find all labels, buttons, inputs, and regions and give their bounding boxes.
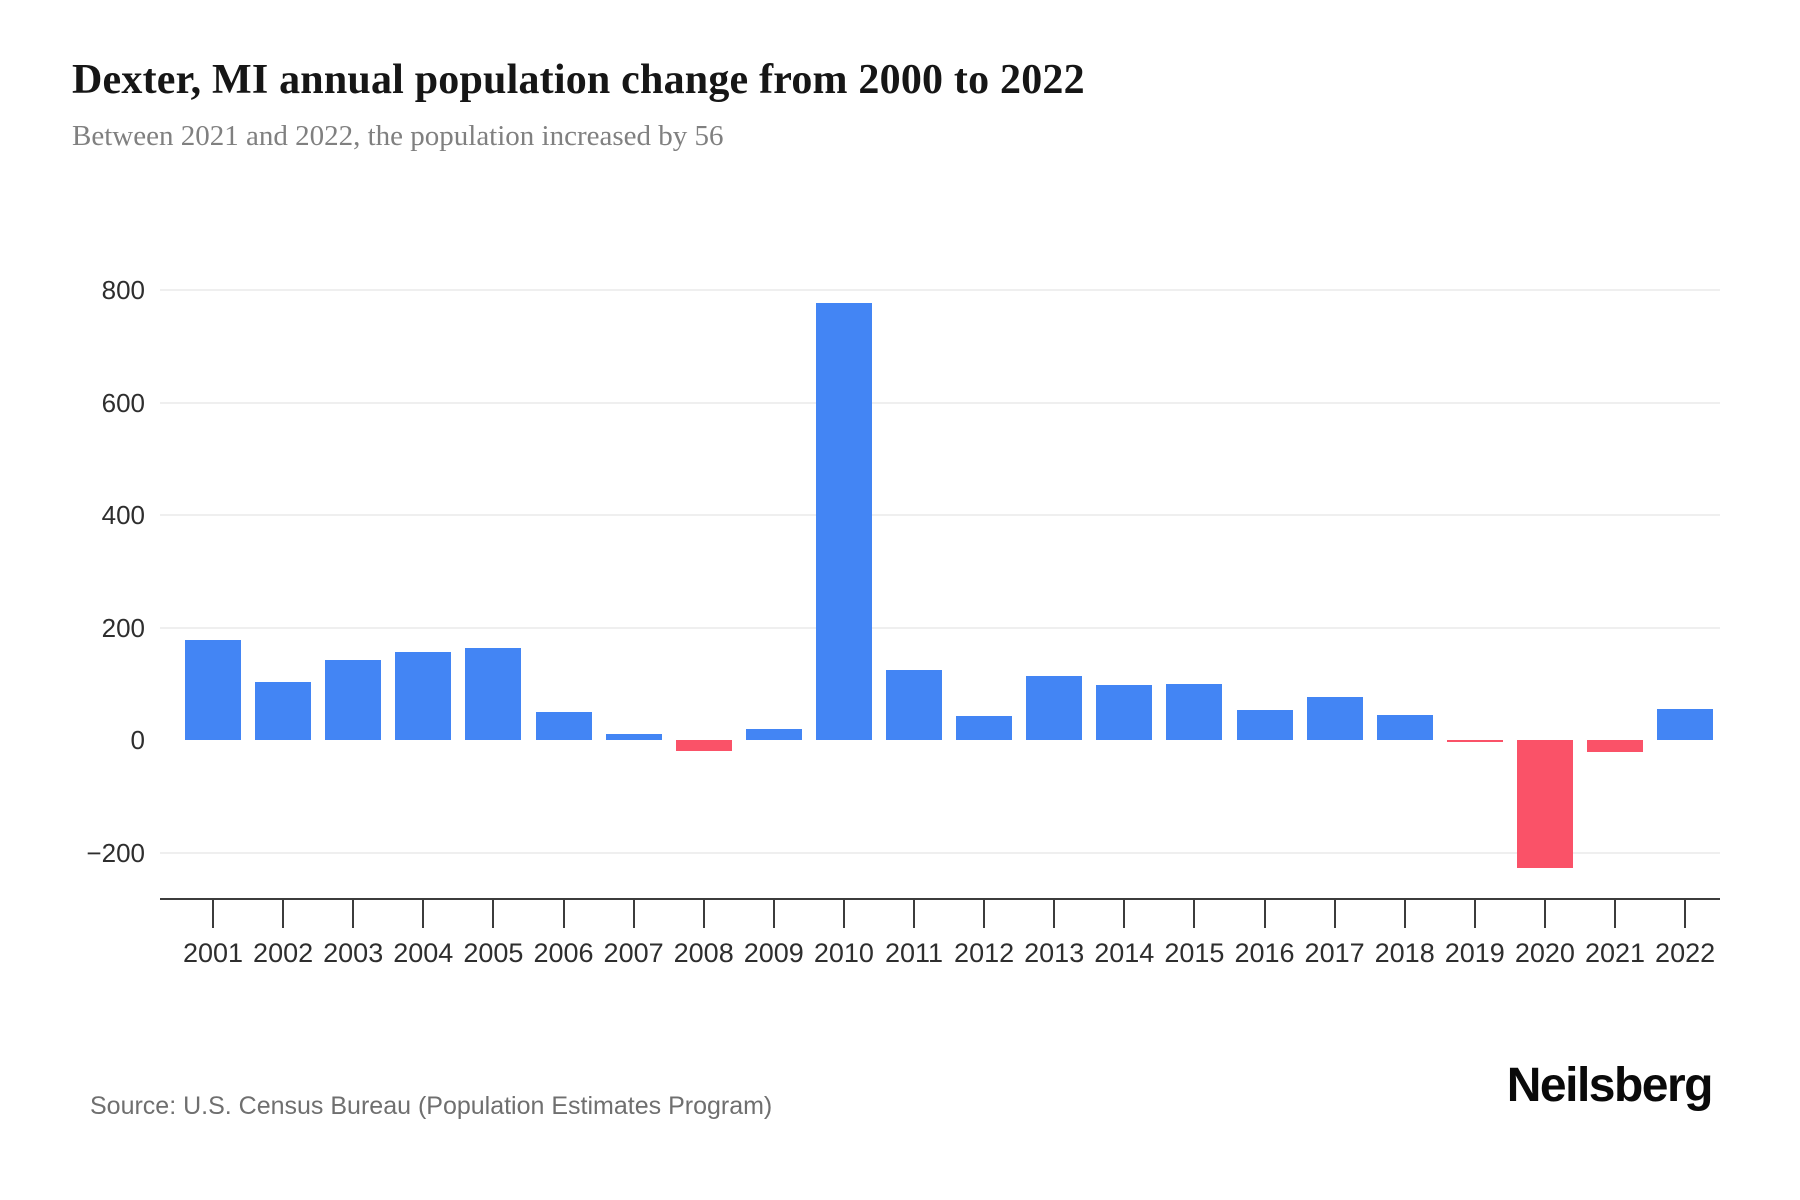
x-label-2006: 2006 — [533, 938, 594, 968]
bar-chart: 800 600 400 200 0 −200 2001 2002 2003 2004 2005 200… — [86, 232, 1720, 968]
y-label-800: 800 — [101, 275, 145, 305]
x-tick-2015 — [1193, 900, 1196, 928]
bar-2011[interactable] — [886, 669, 942, 740]
gridline-400 — [160, 514, 1720, 516]
chart-title: Dexter, MI annual population change from… — [72, 57, 1085, 103]
x-tick-2019 — [1473, 900, 1476, 928]
chart-subtitle: Between 2021 and 2022, the population in… — [72, 120, 724, 152]
x-label-2017: 2017 — [1304, 938, 1365, 968]
bar-2013[interactable] — [1026, 676, 1083, 740]
x-label-2008: 2008 — [673, 938, 734, 968]
x-label-2010: 2010 — [813, 938, 874, 968]
x-tick-2018 — [1403, 900, 1406, 928]
x-label-2011: 2011 — [884, 938, 944, 968]
x-label-2016: 2016 — [1234, 938, 1295, 968]
bar-2020[interactable] — [1516, 740, 1573, 869]
source-text: Source: U.S. Census Bureau (Population E… — [90, 1092, 773, 1120]
bar-2007[interactable] — [605, 734, 662, 740]
bar-2008[interactable] — [675, 740, 732, 751]
y-label--200: −200 — [86, 837, 145, 868]
x-tick-2017 — [1333, 900, 1336, 928]
gridline-600 — [160, 401, 1720, 404]
x-tick-2009 — [772, 900, 775, 928]
x-tick-2014 — [1123, 900, 1126, 928]
x-label-2012: 2012 — [954, 938, 1015, 968]
bar-2002[interactable] — [255, 682, 312, 740]
y-label-400: 400 — [101, 500, 145, 530]
bar-2012[interactable] — [956, 716, 1013, 740]
bar-2018[interactable] — [1376, 715, 1433, 740]
y-label-200: 200 — [101, 612, 145, 643]
x-tick-2008 — [702, 900, 705, 928]
bar-2010[interactable] — [815, 302, 872, 740]
x-label-2015: 2015 — [1164, 938, 1225, 968]
bar-2009[interactable] — [745, 728, 802, 740]
x-tick-2013 — [1053, 900, 1056, 928]
x-tick-2021 — [1614, 900, 1616, 928]
bar-2005[interactable] — [465, 647, 522, 740]
x-tick-2007 — [632, 900, 635, 928]
bar-2019[interactable] — [1446, 740, 1503, 742]
bar-2001[interactable] — [185, 639, 241, 740]
x-tick-2022 — [1684, 900, 1687, 928]
x-label-2018: 2018 — [1374, 938, 1435, 968]
bar-2021[interactable] — [1587, 740, 1643, 752]
x-label-2003: 2003 — [323, 938, 384, 968]
y-label-0: 0 — [130, 725, 145, 755]
x-tick-2003 — [352, 900, 355, 928]
x-label-2021: 2021 — [1584, 938, 1646, 968]
plot-area: 800 600 400 200 0 −200 2001 2002 2003 2004 2005 200… — [86, 232, 1720, 968]
x-label-2013: 2013 — [1024, 938, 1085, 968]
bar-2014[interactable] — [1096, 684, 1153, 740]
x-tick-2001 — [212, 900, 214, 928]
x-label-2004: 2004 — [393, 938, 454, 968]
x-label-2014: 2014 — [1094, 938, 1155, 968]
bar-2015[interactable] — [1166, 683, 1223, 740]
y-label-600: 600 — [101, 387, 145, 418]
gridline-200 — [160, 626, 1720, 629]
x-label-2007: 2007 — [603, 938, 664, 968]
bar-2006[interactable] — [535, 712, 592, 740]
bar-2022[interactable] — [1657, 708, 1714, 740]
x-tick-2020 — [1543, 900, 1546, 928]
x-label-2005: 2005 — [463, 938, 524, 968]
x-tick-2011 — [913, 900, 915, 928]
bar-2004[interactable] — [395, 652, 452, 740]
x-label-2019: 2019 — [1444, 938, 1505, 968]
gridline-800 — [160, 289, 1720, 291]
x-tick-2010 — [842, 900, 845, 928]
brand-logo[interactable]: Neilsberg — [1506, 1059, 1714, 1112]
bar-2003[interactable] — [325, 660, 382, 740]
x-tick-2006 — [562, 900, 565, 928]
gridline--200 — [160, 851, 1720, 854]
bar-2016[interactable] — [1236, 710, 1293, 740]
x-tick-2002 — [282, 900, 285, 928]
bar-2017[interactable] — [1306, 696, 1363, 740]
x-label-2002: 2002 — [253, 938, 314, 968]
x-label-2020: 2020 — [1514, 938, 1575, 968]
x-tick-2004 — [422, 900, 425, 928]
x-label-2001: 2001 — [182, 938, 244, 968]
x-tick-2012 — [983, 900, 986, 928]
x-tick-2016 — [1263, 900, 1266, 928]
x-axis-line — [160, 898, 1720, 900]
x-label-2022: 2022 — [1655, 938, 1716, 968]
x-tick-2005 — [492, 900, 495, 928]
x-label-2009: 2009 — [743, 938, 804, 968]
